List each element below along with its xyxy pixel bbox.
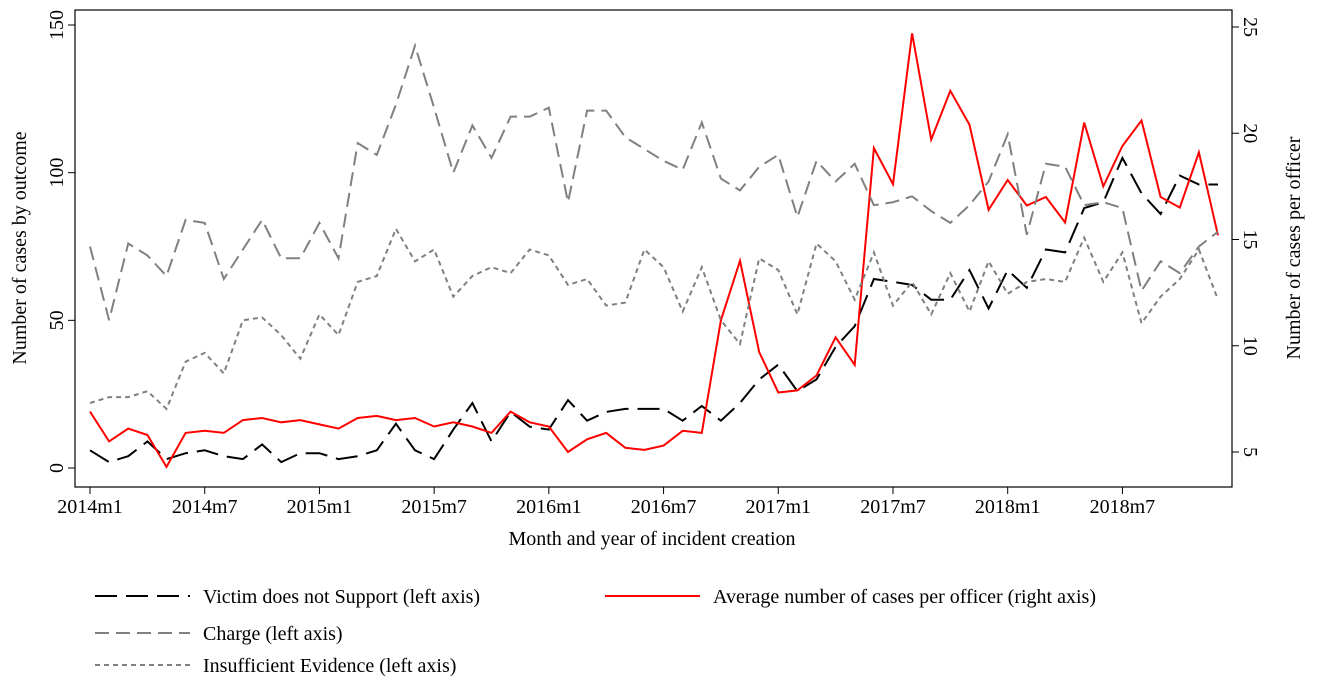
y-tick-label: 100 (46, 158, 68, 188)
x-tick-label: 2016m1 (516, 496, 582, 518)
y2-tick-label: 5 (1239, 447, 1261, 457)
series-line (89, 155, 1218, 464)
series-line (89, 33, 1219, 469)
y-tick-label: 150 (46, 10, 68, 40)
series-line (89, 42, 1219, 321)
legend-label: Victim does not Support (left axis) (203, 586, 480, 608)
legend-label: Average number of cases per officer (rig… (713, 586, 1096, 608)
x-tick-label: 2017m1 (745, 496, 811, 518)
legend-label: Charge (left axis) (203, 623, 343, 645)
legend-label: Insufficient Evidence (left axis) (203, 655, 456, 677)
x-tick-label: 2014m7 (172, 496, 238, 518)
y-tick-label: 0 (46, 463, 68, 473)
y2-tick-label: 20 (1239, 123, 1261, 143)
x-axis-title: Month and year of incident creation (508, 528, 795, 550)
x-tick-label: 2017m7 (860, 496, 926, 518)
y2-tick-label: 25 (1239, 17, 1261, 37)
y2-axis-title: Number of cases per officer (1283, 136, 1305, 359)
x-tick-label: 2015m1 (287, 496, 353, 518)
x-tick-label: 2018m1 (975, 496, 1041, 518)
x-tick-label: 2018m7 (1090, 496, 1156, 518)
y-axis-title: Number of cases by outcome (9, 131, 31, 364)
y2-tick-label: 10 (1239, 336, 1261, 356)
x-tick-label: 2016m7 (631, 496, 697, 518)
x-tick-label: 2014m1 (57, 496, 123, 518)
series-line (89, 226, 1219, 411)
x-tick-label: 2015m7 (401, 496, 467, 518)
y2-tick-label: 15 (1239, 230, 1261, 250)
y-tick-label: 50 (46, 310, 68, 330)
plot-frame (74, 9, 1233, 488)
